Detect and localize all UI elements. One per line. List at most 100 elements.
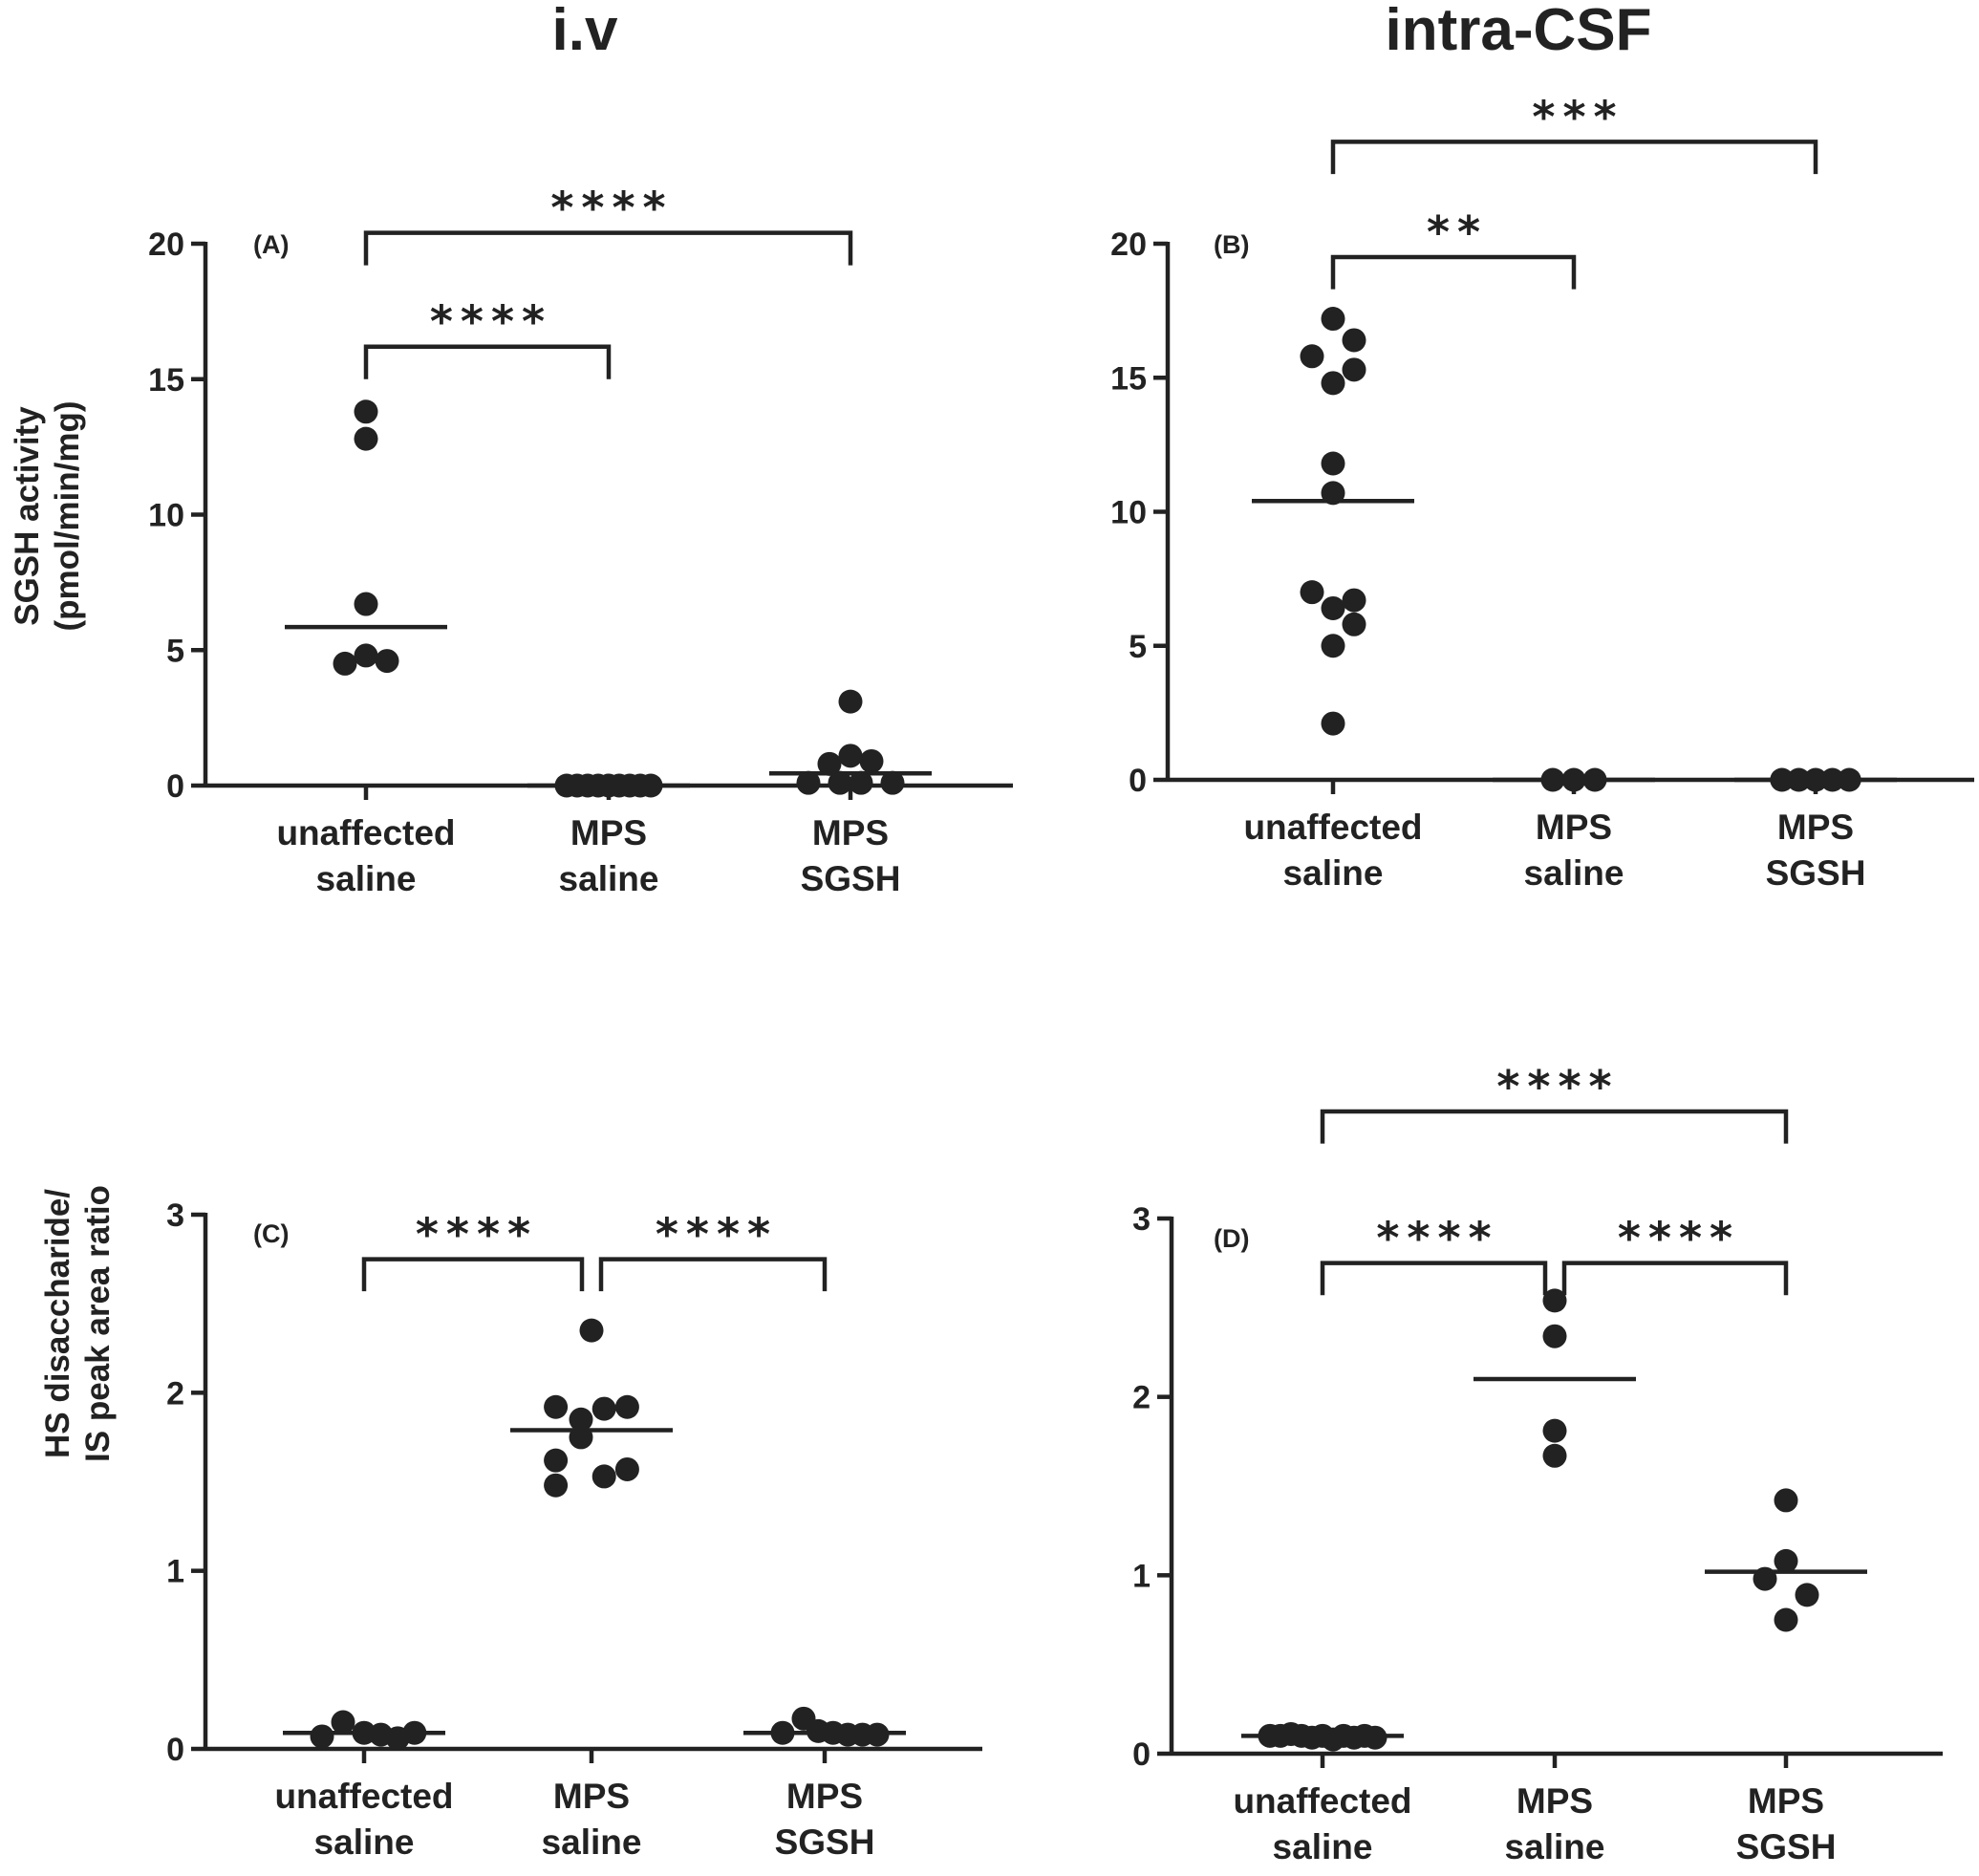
data-point [1321,595,1345,620]
y-tick-label: 1 [1132,1558,1151,1594]
panel-d: 0 1 2 3 (D) unaffected saline MPS saline MPS SGSH *… [1132,1061,1943,1866]
category-label: saline [1505,1827,1605,1866]
panel-c: 0 1 2 3 (C) unaffected saline MPS saline MPS SGSH *… [166,1197,982,1862]
y-tick-label: 5 [1129,629,1147,665]
significance-stars: **** [1618,1213,1740,1264]
y-tick-label: 0 [1129,763,1147,799]
significance-bracket [363,230,853,266]
data-point [592,1464,616,1489]
category-label: MPS [1777,808,1854,847]
data-point [544,1448,569,1473]
category-label: saline [559,859,659,898]
data-point [579,1318,604,1343]
row2-y-axis-label: HS disaccharide/ IS peak area ratio [39,1185,117,1462]
y-tick-label: 0 [1132,1736,1151,1773]
data-point [1321,711,1345,736]
y-tick-label: 2 [1132,1380,1151,1416]
data-point [569,1407,593,1432]
category-label: MPS [1536,808,1612,847]
data-point [354,426,378,451]
significance-stars: **** [416,1209,538,1261]
data-point [592,1396,616,1421]
panel-label: (B) [1214,230,1249,259]
significance-stars: **** [1496,1061,1619,1112]
significance-stars: **** [656,1209,778,1261]
category-label: unaffected [274,1777,453,1816]
data-point [1321,307,1345,332]
significance-stars: **** [550,183,673,234]
category-label: saline [1273,1827,1373,1866]
data-point [1542,1418,1567,1443]
data-point [838,744,863,768]
data-point [817,751,842,776]
category-label: MPS [786,1777,863,1816]
data-point [859,748,884,773]
category-label: MPS [1517,1781,1593,1821]
data-point [1321,634,1345,658]
y-tick-label: 0 [166,1732,184,1768]
data-point [1300,580,1324,605]
y-axis-label-line2: IS peak area ratio [79,1185,117,1462]
data-point [880,770,905,795]
data-point [1300,344,1324,369]
data-point [544,1394,569,1419]
y-tick-label: 2 [166,1375,184,1412]
category-label: SGSH [775,1822,875,1862]
y-tick-label: 10 [1110,495,1147,531]
significance-bracket [1320,1261,1548,1296]
data-point [1321,451,1345,476]
data-point [1542,1324,1567,1348]
y-tick-label: 15 [1110,360,1147,397]
significance-bracket [1561,1261,1789,1296]
data-point [544,1473,569,1498]
significance-bracket [1330,140,1818,175]
y-tick-label: 0 [166,768,184,805]
data-point [828,770,852,795]
data-point [1342,328,1366,353]
category-label: MPS [812,813,889,852]
significance-stars: ** [1427,206,1488,258]
data-point [1774,1607,1798,1632]
category-label: saline [316,859,417,898]
data-point [1542,1288,1567,1313]
category-label: SGSH [801,859,901,898]
significance-bracket [363,344,612,379]
category-label: MPS [1748,1781,1824,1821]
category-label: MPS [570,813,647,852]
category-label: saline [1524,853,1624,893]
significance-bracket [1320,1109,1789,1144]
y-tick-label: 20 [1110,226,1147,263]
data-point [375,649,399,674]
data-point [354,592,378,616]
y-tick-label: 5 [166,633,184,669]
data-point [1795,1583,1819,1607]
data-point [796,770,821,795]
y-tick-label: 15 [148,362,184,399]
y-tick-label: 20 [148,226,184,263]
data-point [1321,371,1345,396]
y-axis-label-line1: HS disaccharide/ [39,1189,76,1458]
category-label: MPS [553,1777,630,1816]
y-tick-label: 10 [148,498,184,534]
data-point [1774,1548,1798,1573]
category-label: SGSH [1766,853,1866,893]
data-point [331,1710,355,1735]
panel-a: 0 5 10 15 20 (A) unaffected saline MPS saline MPS S… [148,183,1013,898]
data-point [614,1394,639,1419]
data-point [1542,1443,1567,1468]
significance-bracket [598,1257,828,1292]
data-point [1342,612,1366,636]
category-label: SGSH [1736,1827,1837,1866]
category-label: saline [314,1822,415,1862]
significance-bracket [1330,254,1577,290]
panel-label: (A) [253,230,289,259]
data-point [1774,1488,1798,1513]
data-point [333,651,357,676]
data-point [1342,357,1366,382]
data-point [838,689,863,714]
data-point [354,643,378,668]
y-axis-label-line1: SGSH activity [9,406,46,626]
data-point [849,770,873,795]
row1-y-axis-label: SGSH activity (pmol/min/mg) [9,400,86,631]
